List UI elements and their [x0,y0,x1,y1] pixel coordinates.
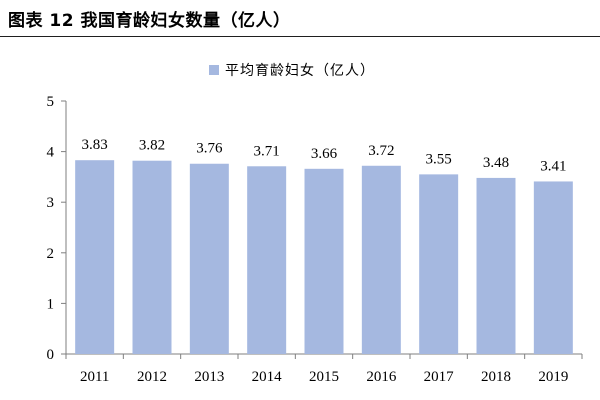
bar-2013 [189,163,229,354]
y-tick-label: 2 [47,246,55,262]
bar-2012 [132,160,172,354]
bar-2014 [247,166,287,354]
y-axis: 0 1 2 3 4 5 [47,94,67,363]
data-label-2011: 3.83 [82,137,108,153]
x-tick-label-2017: 2017 [424,369,455,385]
bar-2017 [419,174,459,354]
bar-2018 [476,177,516,354]
x-tick-label-2013: 2013 [194,369,224,385]
x-tick-label-2015: 2015 [309,369,339,385]
y-tick-label: 0 [47,347,55,363]
data-labels: 3.83 3.82 3.76 3.71 3.66 3.72 3.55 3.48 3.41 [82,137,567,174]
y-tick-label: 4 [47,145,55,161]
data-label-2013: 3.76 [196,141,223,157]
x-tick-label-2016: 2016 [366,369,397,385]
data-label-2015: 3.66 [311,146,338,162]
y-tick-label: 1 [47,296,55,312]
data-label-2014: 3.71 [254,143,280,159]
data-label-2018: 3.48 [483,155,509,171]
x-tick-label-2018: 2018 [481,369,511,385]
legend-swatch [209,65,219,75]
data-label-2017: 3.55 [426,151,452,167]
bar-2016 [361,165,401,354]
bar-2011 [75,160,115,354]
y-tick-label: 3 [47,195,55,211]
data-label-2019: 3.41 [540,158,566,174]
figure-title: 图表 12 我国育龄妇女数量（亿人） [8,11,291,31]
x-axis: 2011 2012 2013 2014 2015 2016 2017 2018 2019 [65,353,583,385]
bar-2015 [304,168,344,354]
x-tick-label-2012: 2012 [137,369,167,385]
title-divider [0,36,600,37]
x-tick-label-2014: 2014 [252,369,283,385]
x-tick-label-2011: 2011 [80,369,109,385]
legend-label: 平均育龄妇女（亿人） [225,62,375,79]
data-label-2012: 3.82 [139,138,165,154]
x-tick-label-2019: 2019 [538,369,568,385]
data-label-2016: 3.72 [368,143,394,159]
y-tick-label: 5 [47,94,55,110]
bar-series [75,160,573,354]
bar-2019 [533,181,573,354]
legend: 平均育龄妇女（亿人） [209,62,375,79]
